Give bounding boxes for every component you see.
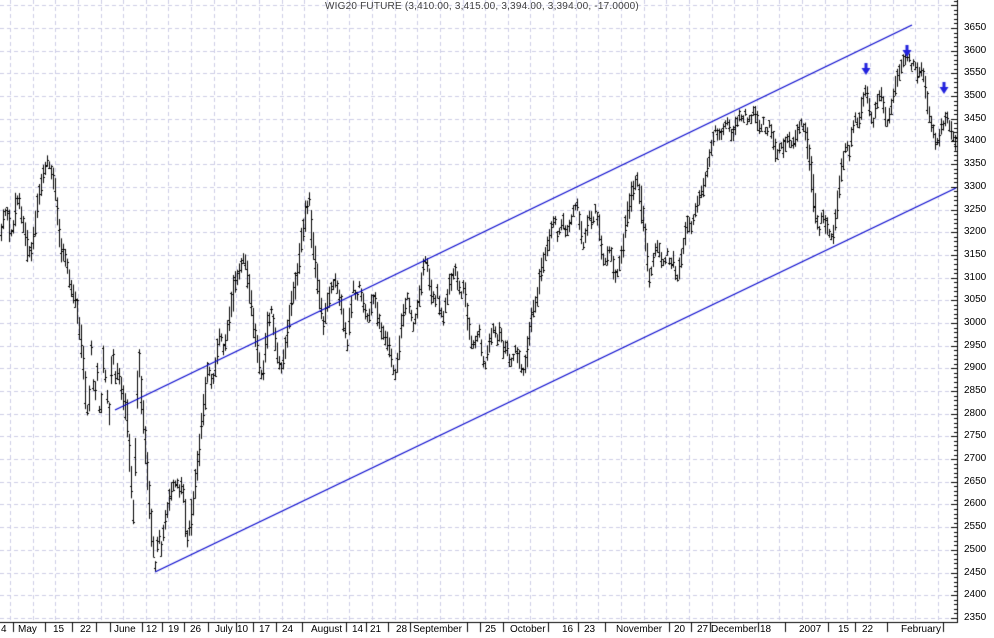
x-axis-label: 23 [584, 624, 596, 635]
y-axis-label: 3500 [964, 90, 987, 102]
x-axis-label: July [215, 624, 233, 635]
x-axis-label: 15 [838, 624, 850, 635]
x-axis-label: August [311, 624, 343, 635]
x-axis-label: November [616, 624, 663, 635]
y-axis-label: 3650 [964, 22, 987, 33]
y-axis-label: 3150 [964, 248, 987, 260]
x-axis-label: 27 [697, 624, 709, 635]
x-axis-label: 26 [190, 624, 202, 635]
y-axis-label: 3100 [964, 271, 987, 283]
y-axis-label: 3250 [964, 203, 987, 215]
y-axis-label: 2550 [964, 521, 987, 533]
y-axis-label: 2500 [964, 543, 987, 555]
y-axis-label: 2900 [964, 362, 987, 374]
y-axis-label: 2400 [964, 589, 987, 601]
y-axis-label: 3200 [964, 226, 987, 238]
x-axis-label: 28 [396, 624, 408, 635]
x-axis-label: December [711, 624, 758, 635]
x-axis-label: 12 [146, 624, 158, 635]
y-axis-label: 2950 [964, 339, 987, 351]
x-axis-label: October [510, 624, 546, 635]
x-axis-label: 14 [352, 624, 364, 635]
chart-title: WIG20 FUTURE (3,410.00, 3,415.00, 3,394.… [325, 1, 639, 12]
x-axis-label: 21 [370, 624, 382, 635]
y-axis-label: 2750 [964, 430, 987, 442]
y-axis-label: 3300 [964, 180, 987, 192]
y-axis-label: 2600 [964, 498, 987, 510]
x-axis-label: 17 [259, 624, 271, 635]
x-axis-label: 15 [53, 624, 65, 635]
x-axis-label: 2007 [799, 624, 822, 635]
x-axis-label: February [901, 624, 942, 635]
x-axis-label: 24 [282, 624, 294, 635]
y-axis-label: 3050 [964, 294, 987, 306]
x-axis-label: June [114, 624, 136, 635]
y-axis-label: 3350 [964, 158, 987, 170]
y-axis-label: 3600 [964, 44, 987, 56]
x-axis-label: 22 [862, 624, 874, 635]
y-axis-label: 2450 [964, 566, 987, 578]
x-axis-label: 19 [168, 624, 180, 635]
x-axis-label: September [413, 624, 462, 635]
x-axis-label: 10 [237, 624, 249, 635]
x-axis-label: 16 [562, 624, 574, 635]
y-axis-label: 3400 [964, 135, 987, 147]
x-axis-label: May [18, 624, 37, 635]
y-axis-label: 3450 [964, 112, 987, 124]
y-axis-label: 2700 [964, 453, 987, 465]
x-axis-label: 4 [1, 624, 7, 635]
y-axis-label: 3000 [964, 316, 987, 328]
x-axis-label: 20 [674, 624, 686, 635]
x-axis-label: 18 [760, 624, 772, 635]
y-axis-label: 2350 [964, 611, 987, 623]
y-axis-label: 2650 [964, 475, 987, 487]
x-axis-label: 22 [80, 624, 92, 635]
y-axis-label: 3550 [964, 67, 987, 79]
x-axis-label: 25 [485, 624, 497, 635]
y-axis-label: 2850 [964, 385, 987, 397]
y-axis-label: 2800 [964, 407, 987, 419]
